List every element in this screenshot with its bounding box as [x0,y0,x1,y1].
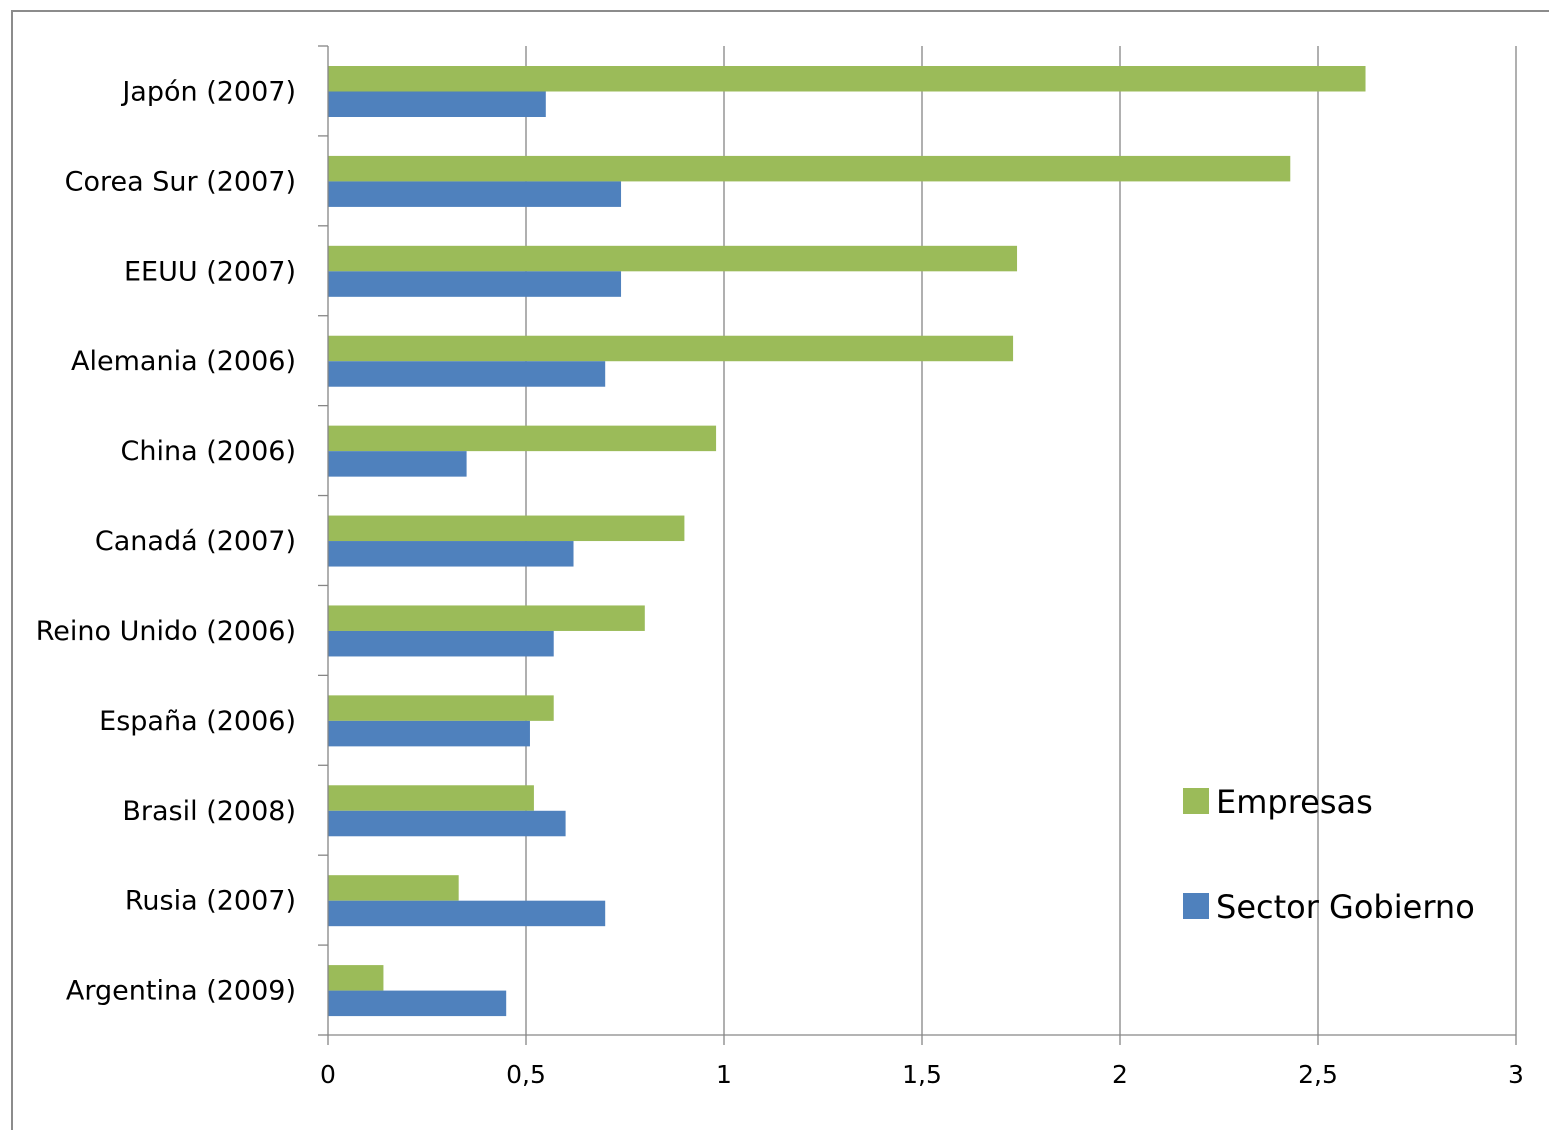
category-label-6: Reino Unido (2006) [36,616,296,647]
bar-empresas-0 [328,66,1366,92]
category-label-1: Corea Sur (2007) [65,166,296,197]
legend-label-gobierno: Sector Gobierno [1216,888,1475,926]
category-label-7: España (2006) [99,706,296,737]
bar-gobierno-6 [328,630,554,657]
bar-empresas-5 [328,515,685,542]
category-label-4: China (2006) [121,436,297,467]
legend-label-empresas: Empresas [1216,783,1373,821]
category-label-8: Brasil (2008) [122,796,296,827]
bar-empresas-2 [328,245,1018,272]
bar-empresas-9 [328,875,459,901]
category-label-3: Alemania (2006) [71,346,296,377]
category-label-0: Japón (2007) [120,77,296,108]
x-tick-label-0: 0 [320,1060,336,1089]
bar-empresas-4 [328,425,717,452]
bar-gobierno-9 [328,900,606,927]
bar-gobierno-4 [328,451,467,477]
legend-swatch-empresas [1183,788,1209,814]
bar-gobierno-3 [328,361,606,387]
x-tick-label-1: 0,5 [506,1060,546,1089]
bar-empresas-6 [328,605,645,631]
bar-gobierno-5 [328,541,574,567]
x-tick-label-6: 3 [1508,1060,1524,1089]
chart-frame [11,10,1549,1130]
legend-swatch-gobierno [1183,893,1209,919]
x-tick-label-4: 2 [1112,1060,1128,1089]
category-label-2: EEUU (2007) [124,256,296,287]
x-tick-label-2: 1 [716,1060,732,1089]
bar-gobierno-10 [328,990,507,1017]
x-tick-label-3: 1,5 [902,1060,942,1089]
bar-empresas-7 [328,695,554,721]
bar-gobierno-8 [328,810,566,837]
category-label-9: Rusia (2007) [125,886,296,917]
category-label-10: Argentina (2009) [66,976,296,1007]
bar-gobierno-2 [328,271,622,297]
bar-gobierno-0 [328,91,546,117]
bar-empresas-3 [328,335,1014,362]
bar-empresas-1 [328,155,1291,182]
bar-empresas-8 [328,785,534,811]
x-tick-label-5: 2,5 [1298,1060,1338,1089]
bar-gobierno-1 [328,181,622,207]
bar-gobierno-7 [328,720,530,747]
bar-empresas-10 [328,965,384,991]
category-label-5: Canadá (2007) [95,526,296,557]
